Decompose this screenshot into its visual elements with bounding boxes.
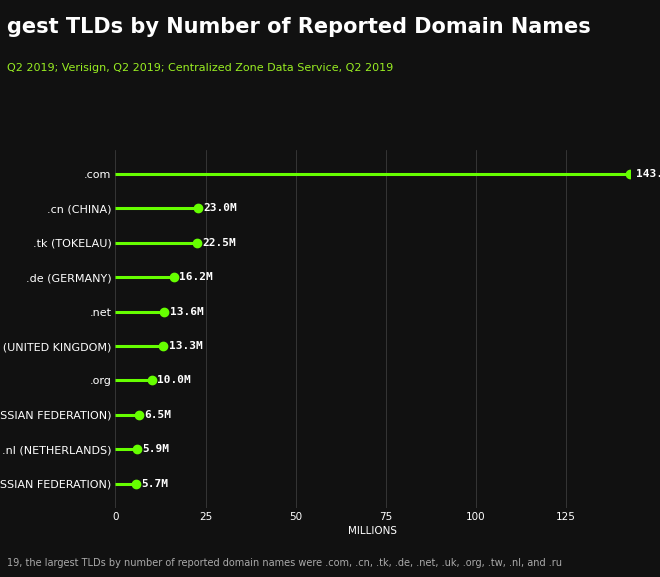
Text: gest TLDs by Number of Reported Domain Names: gest TLDs by Number of Reported Domain N… [7, 17, 590, 38]
Text: 13.6M: 13.6M [170, 307, 203, 317]
Text: 6.5M: 6.5M [145, 410, 172, 420]
Text: 143.0M: 143.0M [636, 169, 660, 179]
X-axis label: MILLIONS: MILLIONS [348, 526, 397, 536]
Text: 19, the largest TLDs by number of reported domain names were .com, .cn, .tk, .de: 19, the largest TLDs by number of report… [7, 559, 562, 568]
Text: 23.0M: 23.0M [204, 204, 238, 213]
Text: 10.0M: 10.0M [157, 376, 191, 385]
Text: 22.5M: 22.5M [202, 238, 236, 248]
Text: 16.2M: 16.2M [180, 272, 213, 282]
Text: 13.3M: 13.3M [169, 341, 203, 351]
Text: Q2 2019; Verisign, Q2 2019; Centralized Zone Data Service, Q2 2019: Q2 2019; Verisign, Q2 2019; Centralized … [7, 63, 393, 73]
Text: 5.9M: 5.9M [142, 444, 169, 454]
Text: 5.7M: 5.7M [141, 479, 168, 489]
